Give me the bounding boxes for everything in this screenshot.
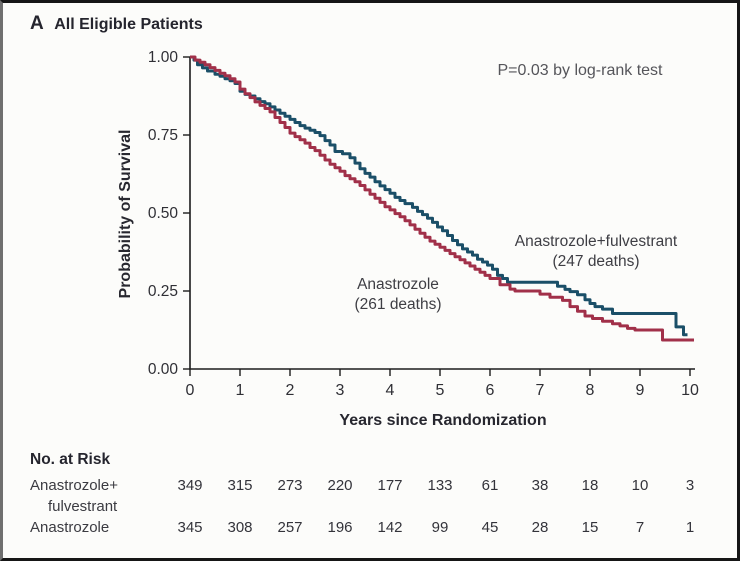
curve-label-combination-deaths: (247 deaths) xyxy=(552,253,640,270)
risk-count: 45 xyxy=(481,519,499,536)
x-tick-label: 7 xyxy=(536,382,545,399)
curve-label-monotherapy-deaths: (261 deaths) xyxy=(354,296,442,313)
risk-count: 15 xyxy=(581,519,599,536)
x-tick-label: 5 xyxy=(436,382,445,399)
risk-count: 3 xyxy=(685,477,695,494)
curve-label-combination-name: Anastrozole+fulvestrant xyxy=(514,233,678,250)
panel-title: A All Eligible Patients xyxy=(30,13,203,35)
x-tick-label: 6 xyxy=(486,382,495,399)
risk-count: 38 xyxy=(531,477,549,494)
x-tick-label: 1 xyxy=(236,382,245,399)
risk-count: 10 xyxy=(631,477,649,494)
risk-row1-label-line1: Anastrozole+ xyxy=(30,477,118,494)
y-tick-label: 0.75 xyxy=(148,127,178,144)
x-tick-label: 0 xyxy=(186,382,195,399)
risk-count: 220 xyxy=(327,477,353,494)
x-tick-label: 3 xyxy=(336,382,345,399)
risk-row1-label-line2: fulvestrant xyxy=(48,498,118,515)
curve-label-monotherapy: Anastrozole (261 deaths) xyxy=(323,275,473,315)
risk-row2-label-line1: Anastrozole xyxy=(30,519,110,536)
risk-count: 177 xyxy=(377,477,403,494)
y-tick-label: 0.00 xyxy=(148,361,179,378)
risk-count: 315 xyxy=(227,477,253,494)
risk-count: 257 xyxy=(277,519,303,536)
risk-count: 18 xyxy=(581,477,599,494)
x-tick-label: 4 xyxy=(386,382,395,399)
risk-count: 142 xyxy=(377,519,403,536)
panel-letter: A xyxy=(30,13,45,34)
survival-curve-anastrozole-fulvestrant xyxy=(190,55,688,337)
panel-title-text: All Eligible Patients xyxy=(54,16,203,33)
y-tick-label: 0.25 xyxy=(148,283,178,300)
x-tick-label: 8 xyxy=(586,382,595,399)
x-tick-label: 2 xyxy=(286,382,295,399)
risk-table-heading: No. at Risk xyxy=(30,451,111,468)
risk-count: 7 xyxy=(635,519,645,536)
survival-curve-anastrozole xyxy=(190,55,694,342)
risk-count: 349 xyxy=(177,477,203,494)
risk-count: 1 xyxy=(685,519,695,536)
risk-count: 99 xyxy=(431,519,449,536)
x-tick-label: 9 xyxy=(636,382,645,399)
risk-count: 61 xyxy=(481,477,499,494)
risk-count: 28 xyxy=(531,519,549,536)
x-tick-label: 10 xyxy=(681,382,699,399)
y-tick-label: 0.50 xyxy=(148,205,179,222)
curve-label-monotherapy-name: Anastrozole xyxy=(357,276,439,293)
kaplan-meier-chart: 1.00 0.75 0.50 0.25 0.00 0 1 2 3 4 5 6 7 8 9 10 xyxy=(148,49,699,399)
y-tick-label: 1.00 xyxy=(148,49,179,66)
x-axis-title: Years since Randomization xyxy=(339,412,547,429)
risk-count: 133 xyxy=(427,477,453,494)
risk-count: 196 xyxy=(327,519,353,536)
curve-label-combination: Anastrozole+fulvestrant (247 deaths) xyxy=(471,232,721,272)
risk-count: 345 xyxy=(177,519,203,536)
risk-count: 308 xyxy=(227,519,253,536)
y-axis-title: Probability of Survival xyxy=(117,129,134,299)
risk-count: 273 xyxy=(277,477,303,494)
pvalue-annotation: P=0.03 by log-rank test xyxy=(497,62,663,79)
